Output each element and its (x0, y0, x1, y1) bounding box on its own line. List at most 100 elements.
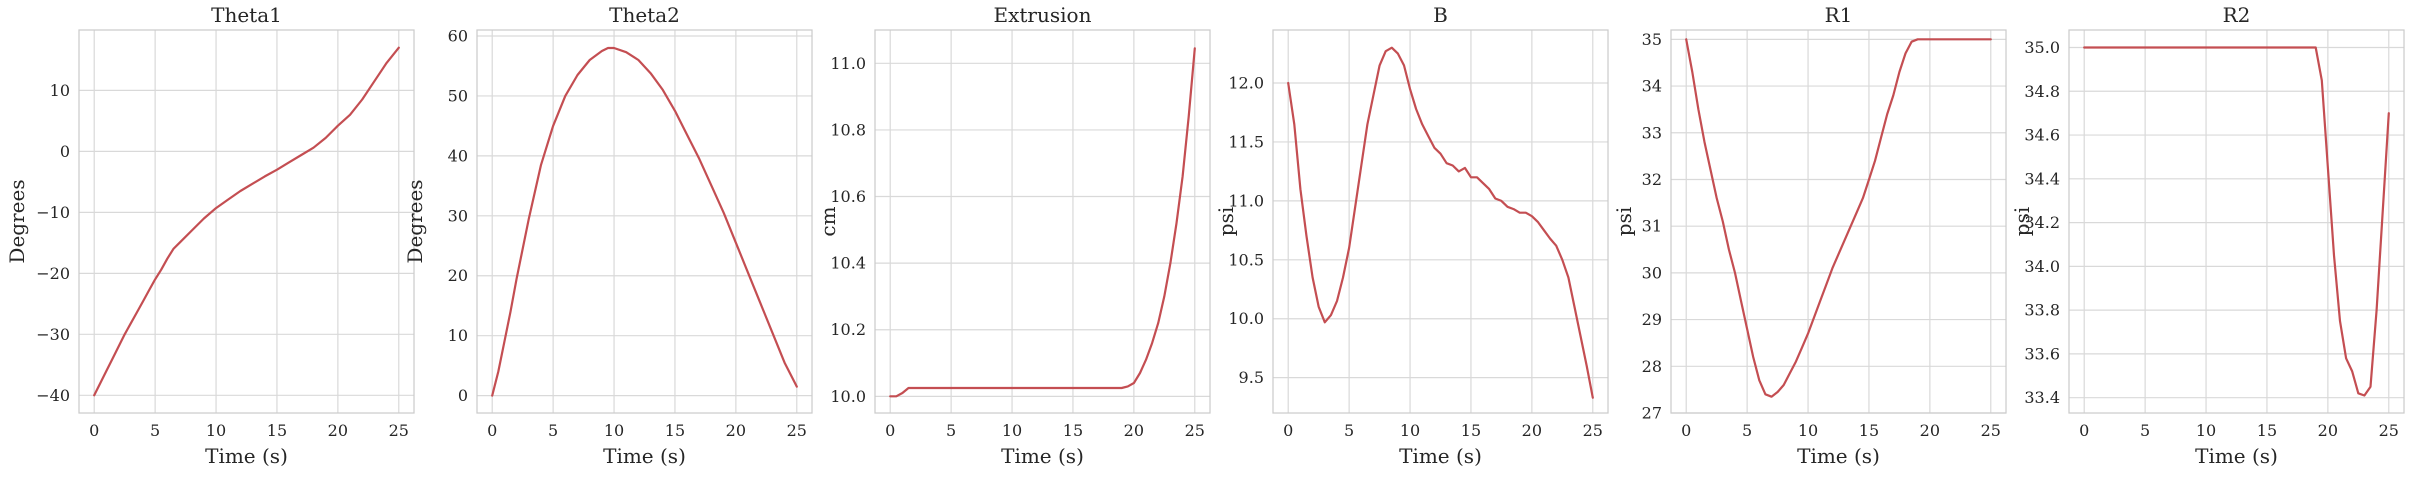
y-tick-label: 28 (1642, 357, 1662, 376)
x-tick-label: 15 (1859, 421, 1879, 440)
y-tick-label: 10.8 (830, 120, 866, 139)
y-tick-label: 34.8 (2024, 82, 2060, 101)
x-tick-label: 5 (1742, 421, 1752, 440)
y-tick-label: −10 (36, 203, 70, 222)
chart-title: R1 (1825, 3, 1853, 27)
x-tick-label: 10 (206, 421, 226, 440)
x-tick-label: 0 (89, 421, 99, 440)
x-tick-label: 0 (1283, 421, 1293, 440)
x-tick-label: 10 (604, 421, 624, 440)
y-tick-label: 34.2 (2024, 213, 2060, 232)
x-axis-label: Time (s) (1001, 444, 1084, 468)
y-tick-label: 40 (448, 146, 468, 165)
x-tick-label: 0 (885, 421, 895, 440)
y-tick-label: 29 (1642, 310, 1662, 329)
y-tick-label: −40 (36, 386, 70, 405)
x-tick-label: 0 (487, 421, 497, 440)
y-tick-label: −20 (36, 264, 70, 283)
x-tick-label: 5 (946, 421, 956, 440)
y-tick-label: 33.4 (2024, 388, 2060, 407)
y-tick-label: 34.4 (2024, 169, 2060, 188)
y-tick-label: −30 (36, 325, 70, 344)
x-tick-label: 15 (665, 421, 685, 440)
x-axis-label: Time (s) (603, 444, 686, 468)
y-tick-label: 0 (60, 142, 70, 161)
y-tick-label: 34.0 (2024, 257, 2060, 276)
y-tick-label: 33.6 (2024, 344, 2060, 363)
x-axis-label: Time (s) (205, 444, 288, 468)
x-tick-label: 10 (2196, 421, 2216, 440)
y-tick-label: 34 (1642, 77, 1662, 96)
y-axis-label: Degrees (5, 179, 29, 263)
y-tick-label: 27 (1642, 404, 1662, 423)
y-tick-label: 11.0 (830, 54, 866, 73)
y-tick-label: 10.4 (830, 254, 866, 273)
x-tick-label: 15 (2257, 421, 2277, 440)
y-tick-label: 32 (1642, 170, 1662, 189)
x-tick-label: 20 (726, 421, 746, 440)
y-tick-label: 30 (448, 206, 468, 225)
y-tick-label: 10.6 (830, 187, 866, 206)
series-line (491, 46, 798, 397)
plot-frame (476, 29, 813, 414)
x-axis-label: Time (s) (1797, 444, 1880, 468)
x-axis-label: Time (s) (1399, 444, 1482, 468)
y-axis-label: psi (1612, 207, 1636, 236)
plot-frame (874, 29, 1211, 414)
y-tick-label: 50 (448, 86, 468, 105)
y-axis-label: Degrees (403, 179, 427, 263)
x-tick-label: 15 (1063, 421, 1083, 440)
y-tick-label: 12.0 (1228, 74, 1264, 93)
y-tick-label: 10.0 (1228, 309, 1264, 328)
x-tick-label: 15 (1461, 421, 1481, 440)
y-tick-label: 60 (448, 26, 468, 45)
y-tick-label: 10 (50, 81, 70, 100)
y-tick-label: 30 (1642, 263, 1662, 282)
x-tick-label: 25 (1185, 421, 1205, 440)
x-tick-label: 5 (150, 421, 160, 440)
y-tick-label: 9.5 (1239, 368, 1264, 387)
x-tick-label: 10 (1400, 421, 1420, 440)
y-tick-label: 10.2 (830, 320, 866, 339)
chart-panel-2: 0 5 10 15 20 25 0 10 20 30 40 50 60 Theta2 Time (s) Deg… (403, 3, 813, 468)
chart-title: Theta2 (609, 3, 680, 27)
x-tick-label: 25 (2379, 421, 2399, 440)
x-tick-label: 20 (1920, 421, 1940, 440)
chart-panel-6: 0 5 10 15 20 25 33.4 33.6 33.8 34.0 34.2 34.4 34.6 34… (2010, 3, 2405, 468)
chart-panel-4: 0 5 10 15 20 25 9.5 10.0 10.5 11.0 11.5 12.0 B Time (… (1214, 3, 1609, 468)
chart-title: B (1433, 3, 1448, 27)
y-axis-label: psi (2010, 207, 2034, 236)
y-tick-label: 34.6 (2024, 126, 2060, 145)
y-tick-label: 10.5 (1228, 250, 1264, 269)
x-tick-label: 25 (1583, 421, 1603, 440)
chart-title: Theta1 (211, 3, 282, 27)
x-tick-label: 15 (267, 421, 287, 440)
y-tick-label: 33 (1642, 123, 1662, 142)
x-tick-label: 0 (2079, 421, 2089, 440)
x-tick-label: 10 (1798, 421, 1818, 440)
plot-frame (1670, 29, 2007, 414)
x-tick-label: 5 (548, 421, 558, 440)
x-tick-label: 10 (1002, 421, 1022, 440)
plot-frame (2068, 29, 2405, 414)
y-tick-label: 10 (448, 326, 468, 345)
series-line (1287, 46, 1594, 399)
x-tick-label: 25 (1981, 421, 2001, 440)
chart-panel-3: 0 5 10 15 20 25 10.0 10.2 10.4 10.6 10.8 11.0 Extrus… (816, 3, 1211, 468)
x-axis-label: Time (s) (2195, 444, 2278, 468)
x-tick-label: 5 (1344, 421, 1354, 440)
series-line (2083, 46, 2390, 397)
series-line (1685, 38, 1992, 398)
plot-frame (78, 29, 415, 414)
x-tick-label: 20 (2318, 421, 2338, 440)
chart-panel-1: 0 5 10 15 20 25 −40 −30 −20 −10 0 10 Theta1 Time (s) D… (5, 3, 415, 468)
y-tick-label: 35.0 (2024, 38, 2060, 57)
series-line (889, 47, 1196, 398)
x-tick-label: 25 (787, 421, 807, 440)
chart-panel-5: 0 5 10 15 20 25 27 28 29 30 31 32 33 34 35 R1 Time (s) ps… (1612, 3, 2007, 468)
x-tick-label: 20 (1124, 421, 1144, 440)
y-axis-label: cm (816, 206, 840, 236)
y-axis-label: psi (1214, 207, 1238, 236)
x-tick-label: 5 (2140, 421, 2150, 440)
